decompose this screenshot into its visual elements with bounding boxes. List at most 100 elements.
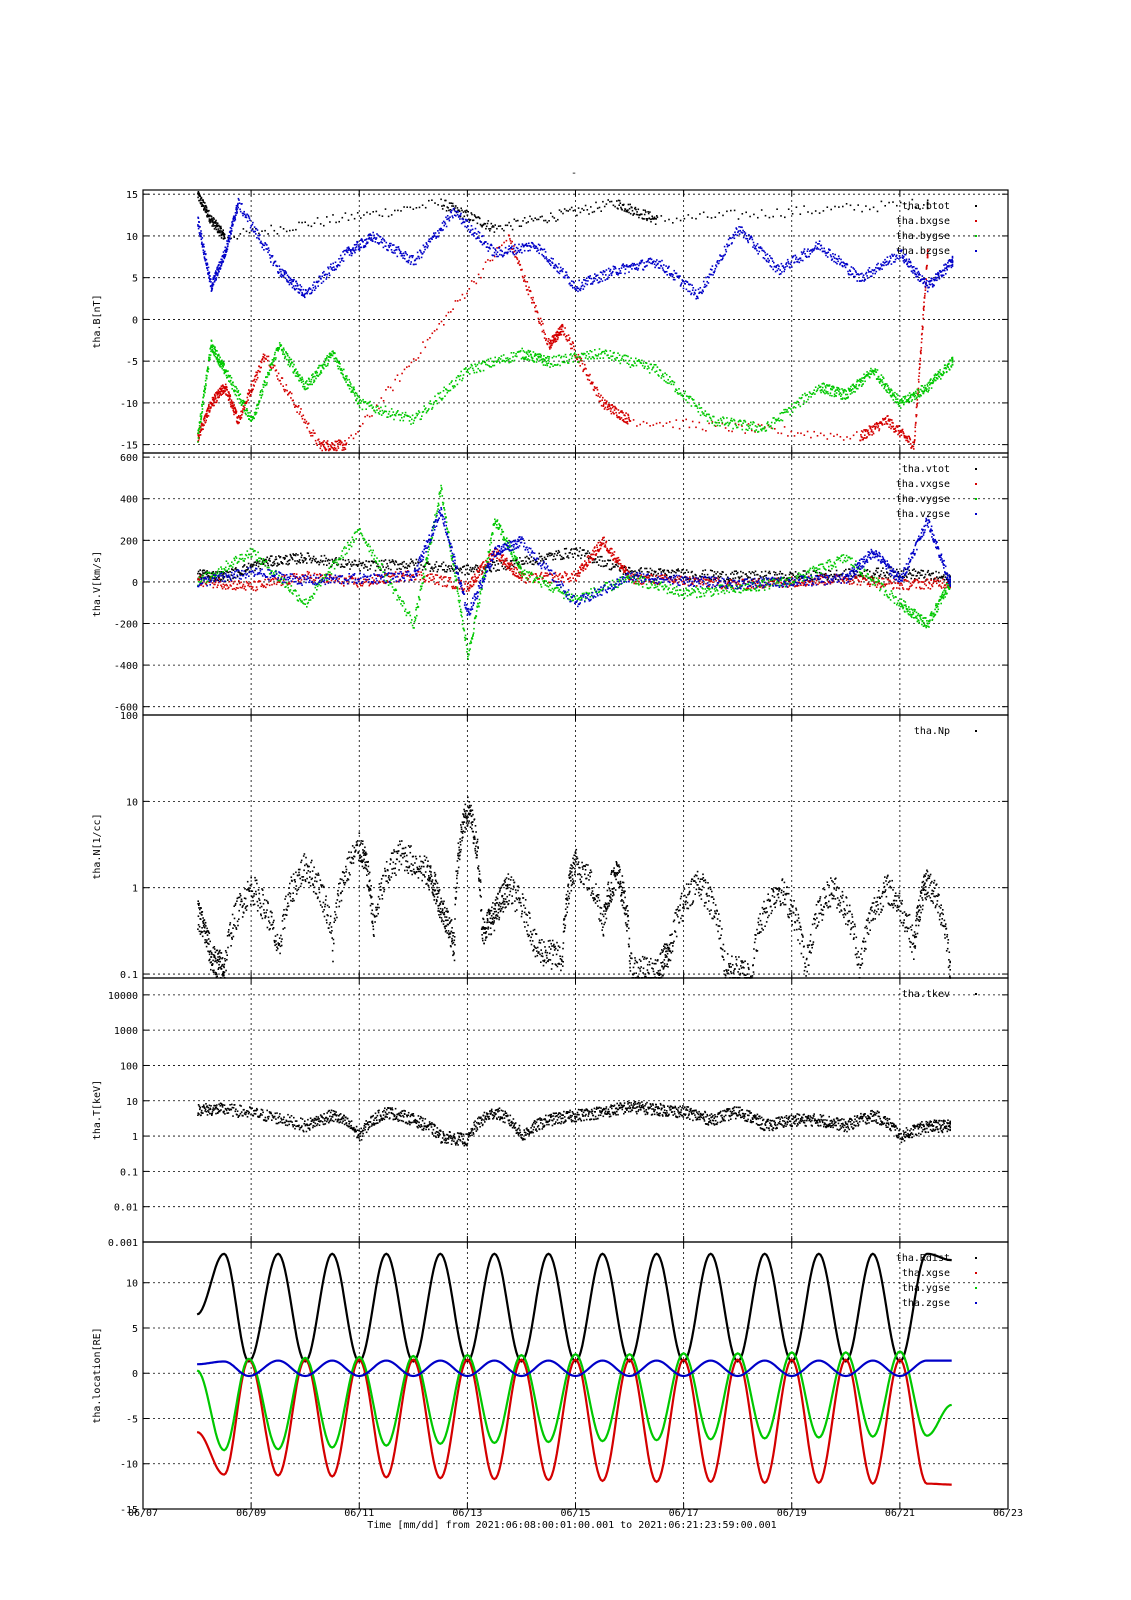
data-point [607, 408, 610, 410]
data-point [382, 566, 384, 568]
data-point [691, 217, 693, 219]
data-point [917, 395, 920, 398]
data-point [848, 389, 851, 391]
data-point [248, 392, 250, 395]
data-point [212, 217, 215, 219]
data-point [489, 229, 491, 232]
data-point [255, 378, 258, 381]
data-point [828, 384, 831, 386]
data-point [405, 252, 407, 255]
data-point [872, 272, 874, 275]
data-point [522, 245, 525, 248]
data-point [653, 216, 656, 219]
data-point [339, 369, 342, 371]
data-point [240, 572, 242, 575]
data-point [353, 388, 356, 391]
data-point [375, 562, 378, 564]
data-point [215, 228, 218, 231]
data-point [360, 400, 363, 402]
data-point [748, 238, 751, 240]
data-point [227, 571, 230, 574]
data-point [821, 386, 824, 389]
data-point [381, 215, 384, 217]
data-point [334, 261, 337, 264]
data-point [672, 380, 674, 383]
data-point [248, 389, 250, 391]
data-point [292, 399, 294, 402]
data-point [309, 557, 312, 560]
data-point [709, 268, 712, 271]
data-point [333, 447, 335, 449]
data-point [312, 429, 315, 432]
data-point [828, 248, 830, 250]
data-point [301, 554, 303, 556]
series-tha-btot [197, 191, 929, 240]
data-point [847, 270, 849, 273]
data-point [915, 415, 918, 418]
data-point [322, 441, 324, 443]
data-point [639, 361, 642, 364]
data-point [316, 281, 319, 284]
data-point [539, 322, 541, 324]
data-point [541, 360, 544, 363]
data-point [896, 257, 898, 259]
data-point [205, 384, 207, 387]
data-point [228, 240, 231, 243]
data-point [316, 444, 318, 446]
data-point [616, 414, 618, 417]
data-point [386, 416, 388, 418]
data-point [466, 368, 469, 371]
data-point [536, 218, 538, 221]
data-point [577, 361, 580, 363]
data-point [327, 359, 330, 361]
data-point [337, 361, 339, 363]
data-point [629, 265, 632, 268]
data-point [803, 205, 805, 207]
data-point [644, 209, 646, 212]
data-point [808, 250, 811, 252]
data-point [325, 557, 327, 560]
data-point [211, 217, 213, 220]
data-point [870, 367, 872, 370]
data-point [293, 363, 295, 366]
data-point [800, 251, 803, 253]
data-point [701, 292, 703, 295]
data-point [344, 559, 347, 562]
data-point [575, 289, 578, 292]
data-point [296, 282, 298, 285]
data-point [272, 364, 274, 366]
data-point [826, 385, 829, 387]
data-point [878, 381, 881, 383]
data-point [469, 366, 472, 369]
data-point [229, 230, 232, 233]
data-point [867, 372, 870, 374]
data-point [747, 429, 749, 431]
data-point [502, 359, 504, 362]
data-point [646, 219, 648, 222]
data-point [473, 214, 476, 216]
data-point [711, 269, 713, 271]
data-point [656, 216, 659, 219]
data-point [293, 554, 296, 556]
data-point [202, 400, 204, 403]
data-point [617, 409, 620, 411]
data-point [500, 249, 502, 252]
data-point [250, 394, 252, 396]
data-point [592, 356, 595, 359]
data-point [932, 377, 935, 380]
data-point [227, 235, 230, 237]
data-point [508, 221, 510, 224]
data-point [435, 237, 437, 239]
data-point [669, 274, 672, 277]
data-point [713, 271, 715, 274]
data-point [357, 563, 360, 566]
data-point [236, 238, 239, 240]
data-point [647, 212, 650, 215]
data-point [620, 359, 622, 361]
data-point [235, 409, 237, 411]
data-point [379, 410, 381, 412]
data-point [626, 422, 629, 425]
data-point [543, 255, 545, 258]
data-point [200, 412, 203, 414]
